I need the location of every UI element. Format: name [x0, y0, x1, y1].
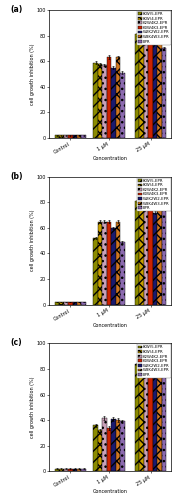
Bar	[111, 228, 116, 304]
Bar	[77, 469, 81, 472]
Bar	[120, 422, 125, 472]
Bar	[116, 420, 120, 472]
Bar	[120, 73, 125, 138]
Bar	[162, 370, 166, 472]
Legend: (KW)5-EPR, (KW)4-EPR, K2W4K2-EPR, K3W4K3-EPR, W2K2W2-EPR, W3K4W3-EPR, EPR: (KW)5-EPR, (KW)4-EPR, K2W4K2-EPR, K3W4K3…	[137, 344, 171, 378]
Bar	[81, 136, 86, 138]
Bar	[153, 40, 157, 138]
Y-axis label: cell growth inhibition (%): cell growth inhibition (%)	[30, 44, 35, 105]
Bar	[73, 469, 77, 472]
Bar	[93, 426, 98, 472]
Bar	[64, 469, 68, 472]
Bar	[98, 64, 102, 138]
Bar	[64, 136, 68, 138]
Bar	[107, 222, 111, 304]
Bar	[55, 302, 59, 304]
Bar	[144, 354, 148, 472]
Bar	[153, 365, 157, 472]
Bar	[135, 201, 139, 304]
Bar	[116, 58, 120, 138]
Bar	[111, 68, 116, 138]
Bar	[73, 302, 77, 304]
X-axis label: Concentration: Concentration	[93, 490, 128, 494]
Bar	[81, 302, 86, 304]
Bar	[120, 242, 125, 304]
Bar	[157, 194, 162, 304]
X-axis label: Concentration: Concentration	[93, 323, 128, 328]
Bar	[102, 65, 107, 138]
Bar	[148, 354, 153, 472]
Bar	[157, 368, 162, 472]
Bar	[144, 196, 148, 304]
Bar	[107, 428, 111, 472]
Bar	[64, 302, 68, 304]
Bar	[93, 62, 98, 138]
Bar	[98, 430, 102, 472]
Bar	[77, 302, 81, 304]
Bar	[102, 418, 107, 472]
Bar	[68, 302, 73, 304]
Bar	[68, 136, 73, 138]
Bar	[93, 238, 98, 304]
Bar	[55, 136, 59, 138]
Bar	[98, 222, 102, 304]
Text: (c): (c)	[10, 338, 22, 347]
Bar	[144, 32, 148, 138]
Bar	[162, 206, 166, 304]
Bar	[55, 469, 59, 472]
Legend: (KW)5-EPR, (KW)4-EPR, K2W4K2-EPR, K3W4K3-EPR, W2K2W2-EPR, W3K4W3-EPR, EPR: (KW)5-EPR, (KW)4-EPR, K2W4K2-EPR, K3W4K3…	[137, 11, 171, 44]
Bar	[148, 196, 153, 304]
Bar	[135, 34, 139, 138]
Y-axis label: cell growth inhibition (%): cell growth inhibition (%)	[30, 210, 35, 272]
Y-axis label: cell growth inhibition (%): cell growth inhibition (%)	[30, 376, 35, 438]
Bar	[59, 469, 64, 472]
X-axis label: Concentration: Concentration	[93, 156, 128, 161]
Bar	[107, 58, 111, 138]
Bar	[59, 302, 64, 304]
Bar	[111, 419, 116, 472]
Bar	[73, 136, 77, 138]
Bar	[135, 364, 139, 472]
Bar	[77, 136, 81, 138]
Bar	[153, 212, 157, 304]
Bar	[157, 38, 162, 138]
Legend: (KW)5-EPR, (KW)4-EPR, K2W4K2-EPR, K3W4K3-EPR, W2K2W2-EPR, W3K4W3-EPR, EPR: (KW)5-EPR, (KW)4-EPR, K2W4K2-EPR, K3W4K3…	[137, 178, 171, 212]
Text: (b): (b)	[10, 172, 23, 180]
Bar	[81, 469, 86, 472]
Bar	[148, 20, 153, 138]
Bar	[68, 469, 73, 472]
Bar	[162, 48, 166, 138]
Bar	[139, 200, 144, 304]
Bar	[139, 34, 144, 138]
Bar	[139, 360, 144, 472]
Bar	[59, 136, 64, 138]
Text: (a): (a)	[10, 5, 23, 14]
Bar	[102, 222, 107, 304]
Bar	[116, 222, 120, 304]
